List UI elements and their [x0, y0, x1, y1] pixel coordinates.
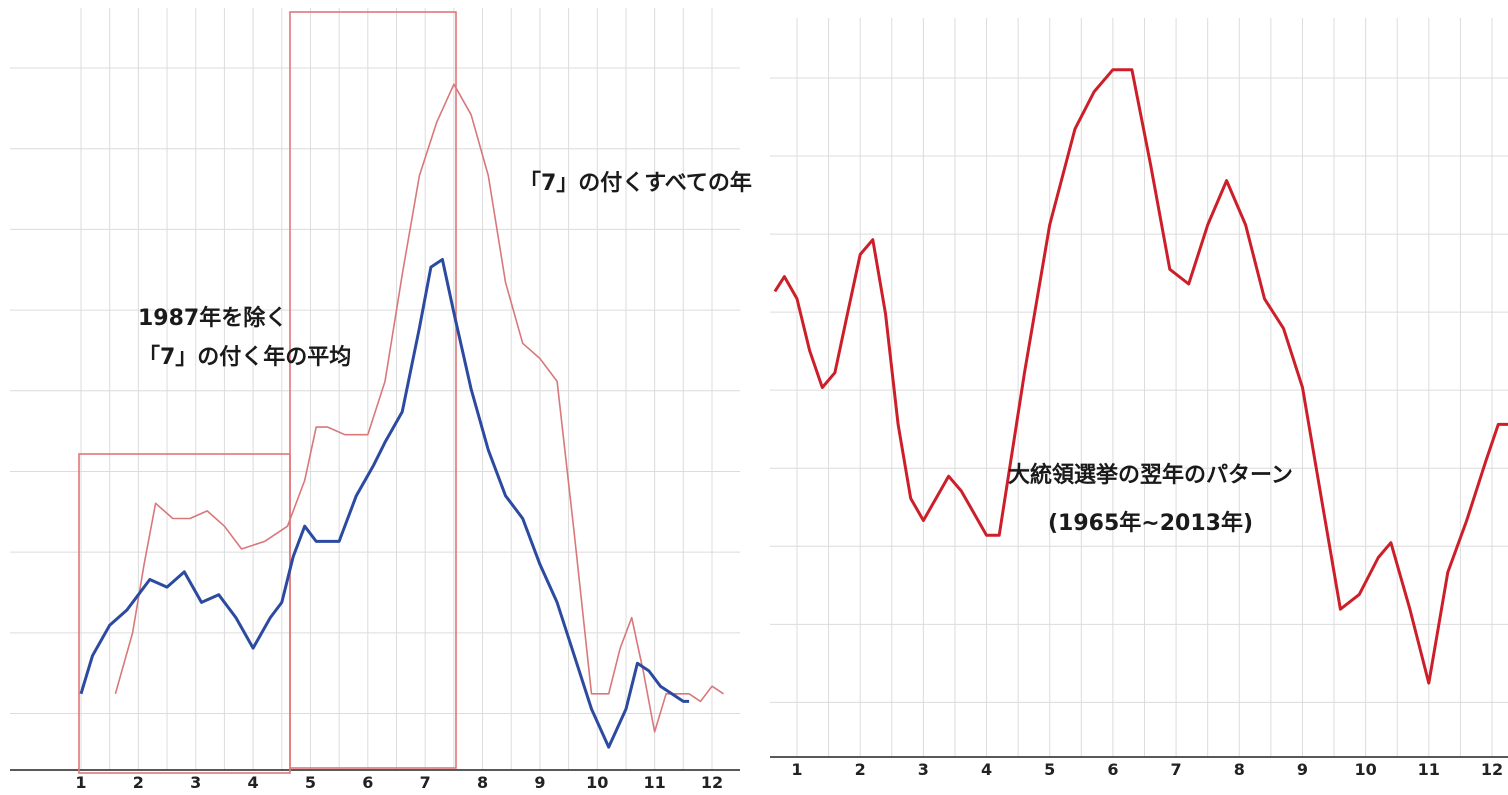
x-tick-label: 9: [1297, 760, 1308, 779]
x-tick-label: 7: [420, 773, 431, 792]
right-series: [773, 68, 1508, 685]
x-tick-label: 10: [586, 773, 608, 792]
annotation-avg-line-2: 「7」の付く年の平均: [138, 344, 351, 370]
left-x-tick-labels: 1 2 3 4 5 6 7 8 9 10 11 12: [75, 773, 723, 792]
highlight-box: [78, 453, 291, 774]
x-tick-label: 9: [534, 773, 545, 792]
x-tick-label: 3: [190, 773, 201, 792]
right-grid: [770, 18, 1508, 758]
x-tick-label: 6: [362, 773, 373, 792]
x-tick-label: 7: [1171, 760, 1182, 779]
series-line-left-0: [114, 83, 724, 733]
x-tick-label: 3: [918, 760, 929, 779]
x-tick-label: 2: [133, 773, 144, 792]
x-tick-label: 2: [855, 760, 866, 779]
x-tick-label: 12: [701, 773, 723, 792]
annotation-presidential-years: (1965年~2013年): [1048, 510, 1253, 536]
x-tick-label: 10: [1355, 760, 1377, 779]
x-tick-label: 5: [305, 773, 316, 792]
x-tick-label: 6: [1107, 760, 1118, 779]
annotation-presidential-pattern: 大統領選挙の翌年のパターン: [1008, 462, 1293, 488]
highlight-box: [289, 11, 457, 769]
x-tick-label: 11: [1418, 760, 1440, 779]
x-tick-label: 8: [1234, 760, 1245, 779]
x-tick-label: 5: [1044, 760, 1055, 779]
x-tick-label: 8: [477, 773, 488, 792]
annotation-all-7-years: 「7」の付くすべての年: [519, 170, 752, 196]
x-tick-label: 4: [981, 760, 992, 779]
x-tick-label: 12: [1481, 760, 1503, 779]
x-tick-label: 11: [644, 773, 666, 792]
left-chart: 1 2 3 4 5 6 7 8 9 10 11 12 「7」の付くすべての年 1987年を除く 「7」…: [10, 8, 752, 792]
x-tick-label: 1: [791, 760, 802, 779]
series-line-left-1: [79, 258, 690, 749]
left-series: [79, 83, 724, 749]
annotation-avg-line-1: 1987年を除く: [138, 305, 287, 331]
right-x-tick-labels: 1 2 3 4 5 6 7 8 9 10 11 12: [791, 760, 1503, 779]
series-line-right-0: [773, 68, 1508, 685]
x-tick-label: 4: [248, 773, 259, 792]
left-grid: [10, 8, 740, 771]
highlight-boxes: [78, 11, 457, 774]
right-chart: 1 2 3 4 5 6 7 8 9 10 11 12 大統領選挙の翌年のパターン (1965年~201…: [770, 18, 1508, 779]
x-tick-label: 1: [75, 773, 86, 792]
